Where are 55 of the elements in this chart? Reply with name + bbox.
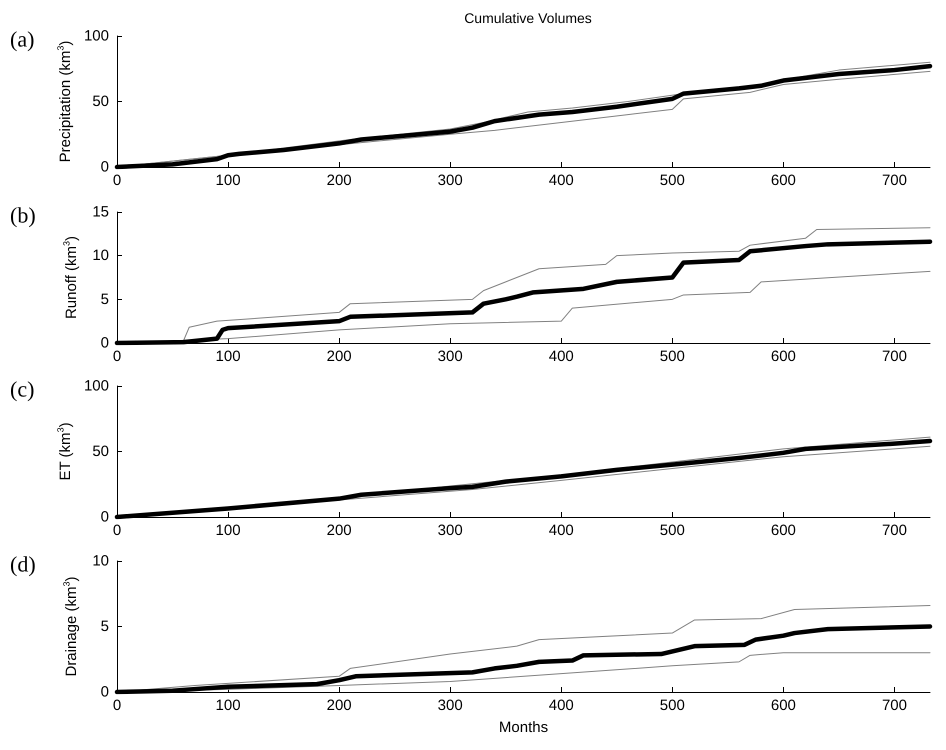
y-axis-title: Runoff (km3) (62, 236, 80, 320)
x-tick-label: 500 (660, 522, 685, 539)
x-tick-label: 0 (112, 348, 122, 365)
x-tick-label: 600 (770, 348, 796, 365)
y-tick-label: 5 (100, 618, 109, 635)
x-tick-label: 300 (438, 172, 463, 189)
y-tick-label: 0 (100, 684, 109, 700)
x-tick-label: 400 (548, 522, 574, 539)
x-tick-label: 700 (882, 697, 907, 714)
x-tick-label: 200 (326, 522, 352, 539)
y-axis-title: ET (km3) (56, 422, 74, 481)
x-axis-title: Months (498, 719, 548, 736)
text: (d) (10, 552, 36, 576)
x-tick-label: 600 (770, 697, 796, 714)
y-axis-title: Precipitation (km3) (56, 40, 74, 162)
x-tick-label: 0 (112, 697, 122, 714)
x-tick-label: 300 (438, 522, 463, 539)
text: (a) (10, 26, 34, 52)
text: (b) (10, 202, 36, 228)
x-tick-label: 600 (770, 522, 796, 539)
y-tick-label: 0 (100, 334, 109, 352)
x-tick-label: 400 (548, 697, 574, 714)
y-tick-label: 10 (92, 247, 109, 264)
x-tick-label: 200 (326, 697, 352, 714)
x-tick-label: 0 (112, 522, 122, 539)
x-tick-label: 400 (548, 172, 574, 189)
x-tick-label: 500 (660, 697, 685, 714)
x-tick-label: 500 (660, 172, 685, 189)
x-tick-label: 100 (216, 697, 241, 714)
x-tick-label: 100 (216, 172, 241, 189)
y-tick-label: 15 (92, 204, 109, 220)
x-tick-label: 200 (326, 348, 352, 365)
x-tick-label: 500 (660, 348, 685, 365)
chart-title: Cumulative Volumes (464, 10, 592, 26)
text: (c) (10, 376, 34, 402)
x-tick-label: 400 (548, 348, 574, 365)
x-tick-label: 0 (112, 172, 122, 189)
y-tick-label: 100 (84, 378, 109, 394)
x-tick-label: 100 (216, 348, 241, 365)
y-axis-title: Drainage (km3) (62, 576, 80, 677)
x-tick-label: 300 (438, 697, 463, 714)
y-tick-label: 0 (100, 508, 109, 526)
x-tick-label: 700 (882, 172, 907, 189)
x-tick-label: 600 (770, 172, 796, 189)
y-tick-label: 0 (100, 158, 109, 176)
x-tick-label: 200 (326, 172, 352, 189)
x-tick-label: 300 (438, 348, 463, 365)
y-tick-label: 5 (100, 290, 109, 308)
y-tick-label: 10 (92, 552, 109, 570)
y-tick-label: 50 (92, 443, 109, 460)
x-tick-label: 700 (882, 522, 907, 539)
y-tick-label: 100 (84, 28, 109, 44)
y-tick-label: 50 (92, 93, 109, 110)
x-tick-label: 100 (216, 522, 241, 539)
x-tick-label: 700 (882, 348, 907, 365)
